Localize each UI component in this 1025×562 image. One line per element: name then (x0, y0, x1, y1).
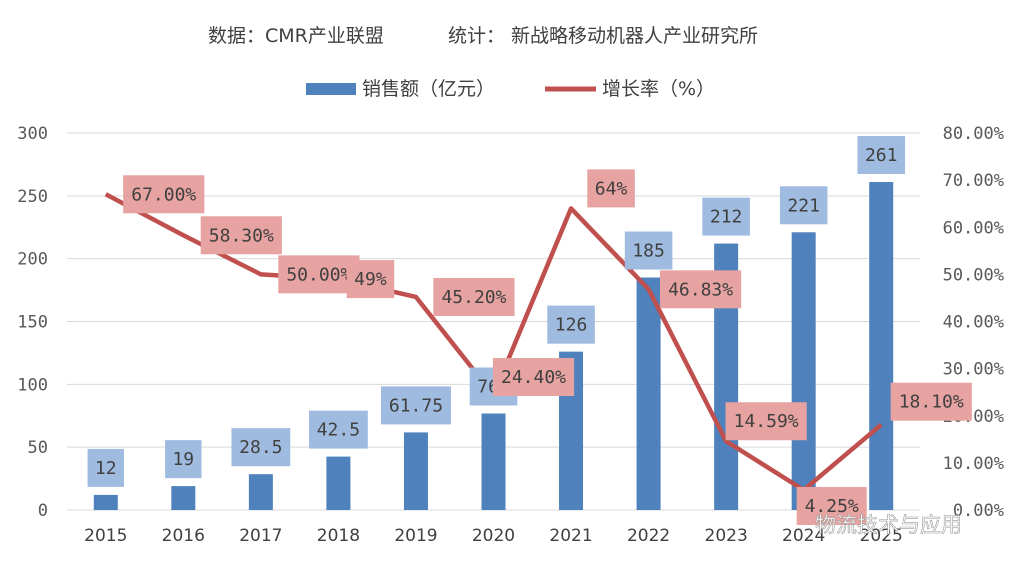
bar-label-2021: 126 (555, 315, 588, 336)
y-right-tick-label: 60.00% (943, 218, 1004, 238)
line-label-2017-box (278, 255, 360, 294)
line-label-2021-box (587, 169, 635, 208)
x-tick-label-2024: 2024 (782, 526, 825, 546)
y-left-tick-label: 200 (17, 250, 48, 270)
bars (93, 182, 894, 510)
bar-label-2022: 185 (632, 241, 665, 262)
y-right-tick-label: 10.00% (943, 454, 1004, 474)
line-label-2019-box (433, 277, 515, 316)
line-labels: 67.00% 58.30% 50.00% 49% 45.20% 24.40% 64% 46.8… (123, 169, 972, 525)
line-label-2022: 46.83% (668, 279, 733, 300)
legend: 销售额（亿元） 增长率（%） (306, 78, 715, 100)
y-left-ticks: 0 50 100 150 200 250 300 (17, 124, 48, 521)
line-label-2023: 14.59% (734, 411, 799, 432)
line-label-2022-box (659, 270, 742, 309)
line-label-2015: 67.00% (131, 184, 196, 205)
line-label-2024: 4.25% (805, 496, 859, 517)
x-tick-label-2021: 2021 (549, 526, 592, 546)
bar-label-2025: 261 (865, 145, 898, 166)
x-tick-label-2016: 2016 (162, 526, 205, 546)
bar-label-2015-box (87, 448, 124, 487)
y-left-tick-label: 0 (38, 501, 48, 521)
bar-2016 (171, 486, 196, 510)
bar-2025 (869, 182, 894, 510)
y-left-tick-label: 50 (28, 438, 48, 458)
bar-label-2019: 61.75 (389, 395, 443, 416)
bar-label-2023-box (702, 197, 750, 236)
watermark-text: 物流技术与应用 (815, 513, 962, 537)
y-left-tick-label: 100 (17, 375, 48, 395)
line-label-2020-box (492, 358, 575, 397)
line-label-2025: 18.10% (899, 392, 964, 413)
line-label-2018: 49% (354, 269, 387, 290)
bar-label-2024-box (779, 186, 828, 225)
y-left-tick-label: 300 (17, 124, 48, 144)
line-label-2024-box (796, 486, 867, 525)
x-tick-label-2025: 2025 (860, 526, 903, 546)
y-left-tick-label: 250 (17, 187, 48, 207)
bar-2015 (93, 494, 118, 510)
bar-label-2024: 221 (787, 195, 820, 216)
y-right-tick-label: 30.00% (943, 360, 1004, 380)
bar-label-2016-box (165, 440, 202, 479)
bar-label-2018: 42.5 (317, 420, 360, 441)
x-tick-label-2019: 2019 (394, 526, 437, 546)
line-label-2016: 58.30% (209, 225, 274, 246)
bar-2020 (481, 413, 506, 510)
bar-label-2022-box (624, 231, 673, 270)
source-title: 数据：CMR产业联盟 (208, 25, 384, 47)
y-left-tick-label: 150 (17, 313, 48, 333)
bar-label-2018-box (309, 410, 368, 449)
line-label-2023-box (725, 402, 807, 441)
line-label-2021: 64% (595, 178, 628, 199)
x-tick-label-2018: 2018 (317, 526, 360, 546)
line-label-2015-box (123, 175, 205, 214)
bar-2022 (636, 277, 661, 510)
stats-title: 统计： 新战略移动机器人产业研究所 (448, 25, 758, 47)
x-ticks: 2015 2016 2017 2018 2019 2020 2021 2022 2023 2024… (84, 526, 903, 546)
x-tick-label-2023: 2023 (705, 526, 748, 546)
bar-label-2019-box (380, 386, 451, 425)
legend-label-sales: 销售额（亿元） (362, 78, 495, 100)
legend-label-growth: 增长率（%） (602, 78, 715, 100)
y-right-tick-label: 0.00% (953, 501, 1004, 521)
bar-2019 (403, 432, 428, 510)
bar-label-2023: 212 (710, 207, 743, 228)
y-right-ticks: 0.00%10.00%20.00%30.00%40.00%50.00%60.00… (943, 124, 1004, 521)
bar-2017 (248, 474, 273, 510)
bar-label-2017: 28.5 (239, 437, 282, 458)
line-label-2020: 24.40% (501, 367, 566, 388)
x-tick-label-2022: 2022 (627, 526, 670, 546)
y-right-tick-label: 70.00% (943, 171, 1004, 191)
bar-label-2015: 12 (95, 458, 117, 479)
x-tick-label-2017: 2017 (239, 526, 282, 546)
line-label-2025-box (890, 382, 972, 421)
y-right-tick-label: 40.00% (943, 313, 1004, 333)
line-label-2016-box (200, 216, 282, 255)
y-right-tick-label: 50.00% (943, 265, 1004, 285)
line-label-2019: 45.20% (441, 287, 506, 308)
bar-2024 (791, 232, 816, 510)
bar-label-2016: 19 (172, 449, 194, 470)
x-tick-label-2015: 2015 (84, 526, 127, 546)
bar-label-2025-box (857, 136, 906, 175)
bar-2018 (326, 456, 351, 510)
bar-label-2017-box (231, 428, 291, 467)
line-label-2018-box (346, 260, 395, 299)
bar-label-2021-box (547, 305, 595, 344)
legend-swatch-sales (306, 83, 356, 95)
line-label-2017: 50.00% (286, 264, 351, 285)
x-tick-label-2020: 2020 (472, 526, 515, 546)
y-right-tick-label: 80.00% (943, 124, 1004, 144)
